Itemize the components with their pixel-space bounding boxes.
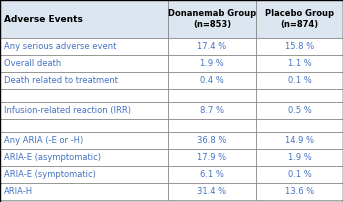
Bar <box>256 102 343 119</box>
Text: 17.4 %: 17.4 % <box>198 42 227 51</box>
Bar <box>256 132 343 149</box>
Bar <box>168 0 256 38</box>
Bar <box>256 55 343 72</box>
Bar <box>168 89 256 102</box>
Bar <box>256 149 343 166</box>
Text: 8.7 %: 8.7 % <box>200 106 224 115</box>
Text: 0.1 %: 0.1 % <box>288 76 311 85</box>
Text: 0.4 %: 0.4 % <box>200 76 224 85</box>
Text: ARIA-E (asymptomatic): ARIA-E (asymptomatic) <box>4 153 101 162</box>
Bar <box>256 89 343 102</box>
Text: 1.9 %: 1.9 % <box>288 153 311 162</box>
Text: 1.1 %: 1.1 % <box>288 59 311 68</box>
Bar <box>168 149 256 166</box>
Bar <box>256 0 343 38</box>
Text: Placebo Group
(n=874): Placebo Group (n=874) <box>265 9 334 29</box>
Bar <box>168 183 256 200</box>
Text: 17.9 %: 17.9 % <box>198 153 227 162</box>
Bar <box>168 166 256 183</box>
Bar <box>0 149 168 166</box>
Text: Overall death: Overall death <box>4 59 61 68</box>
Text: 1.9 %: 1.9 % <box>200 59 224 68</box>
Bar <box>0 55 168 72</box>
Text: 6.1 %: 6.1 % <box>200 170 224 179</box>
Text: ARIA-H: ARIA-H <box>4 187 33 196</box>
Bar <box>256 183 343 200</box>
Bar <box>0 0 168 38</box>
Bar <box>0 72 168 89</box>
Bar <box>0 119 168 132</box>
Bar <box>256 38 343 55</box>
Bar <box>0 38 168 55</box>
Text: Adverse Events: Adverse Events <box>4 15 83 23</box>
Text: 15.8 %: 15.8 % <box>285 42 314 51</box>
Bar <box>256 166 343 183</box>
Bar <box>0 132 168 149</box>
Text: Donanemab Group
(n=853): Donanemab Group (n=853) <box>168 9 256 29</box>
Bar <box>168 102 256 119</box>
Text: Any serious adverse event: Any serious adverse event <box>4 42 116 51</box>
Text: 0.5 %: 0.5 % <box>288 106 311 115</box>
Text: Infusion-related reaction (IRR): Infusion-related reaction (IRR) <box>4 106 131 115</box>
Bar <box>168 55 256 72</box>
Bar <box>256 119 343 132</box>
Bar <box>168 38 256 55</box>
Text: ARIA-E (symptomatic): ARIA-E (symptomatic) <box>4 170 96 179</box>
Text: 14.9 %: 14.9 % <box>285 136 314 145</box>
Text: 0.1 %: 0.1 % <box>288 170 311 179</box>
Bar <box>168 132 256 149</box>
Text: Death related to treatment: Death related to treatment <box>4 76 118 85</box>
Bar <box>0 89 168 102</box>
Bar <box>168 72 256 89</box>
Text: 31.4 %: 31.4 % <box>198 187 227 196</box>
Text: 13.6 %: 13.6 % <box>285 187 314 196</box>
Text: Any ARIA (-E or -H): Any ARIA (-E or -H) <box>4 136 83 145</box>
Bar <box>0 183 168 200</box>
Bar <box>0 102 168 119</box>
Bar <box>0 166 168 183</box>
Text: 36.8 %: 36.8 % <box>197 136 227 145</box>
Bar <box>168 119 256 132</box>
Bar <box>256 72 343 89</box>
